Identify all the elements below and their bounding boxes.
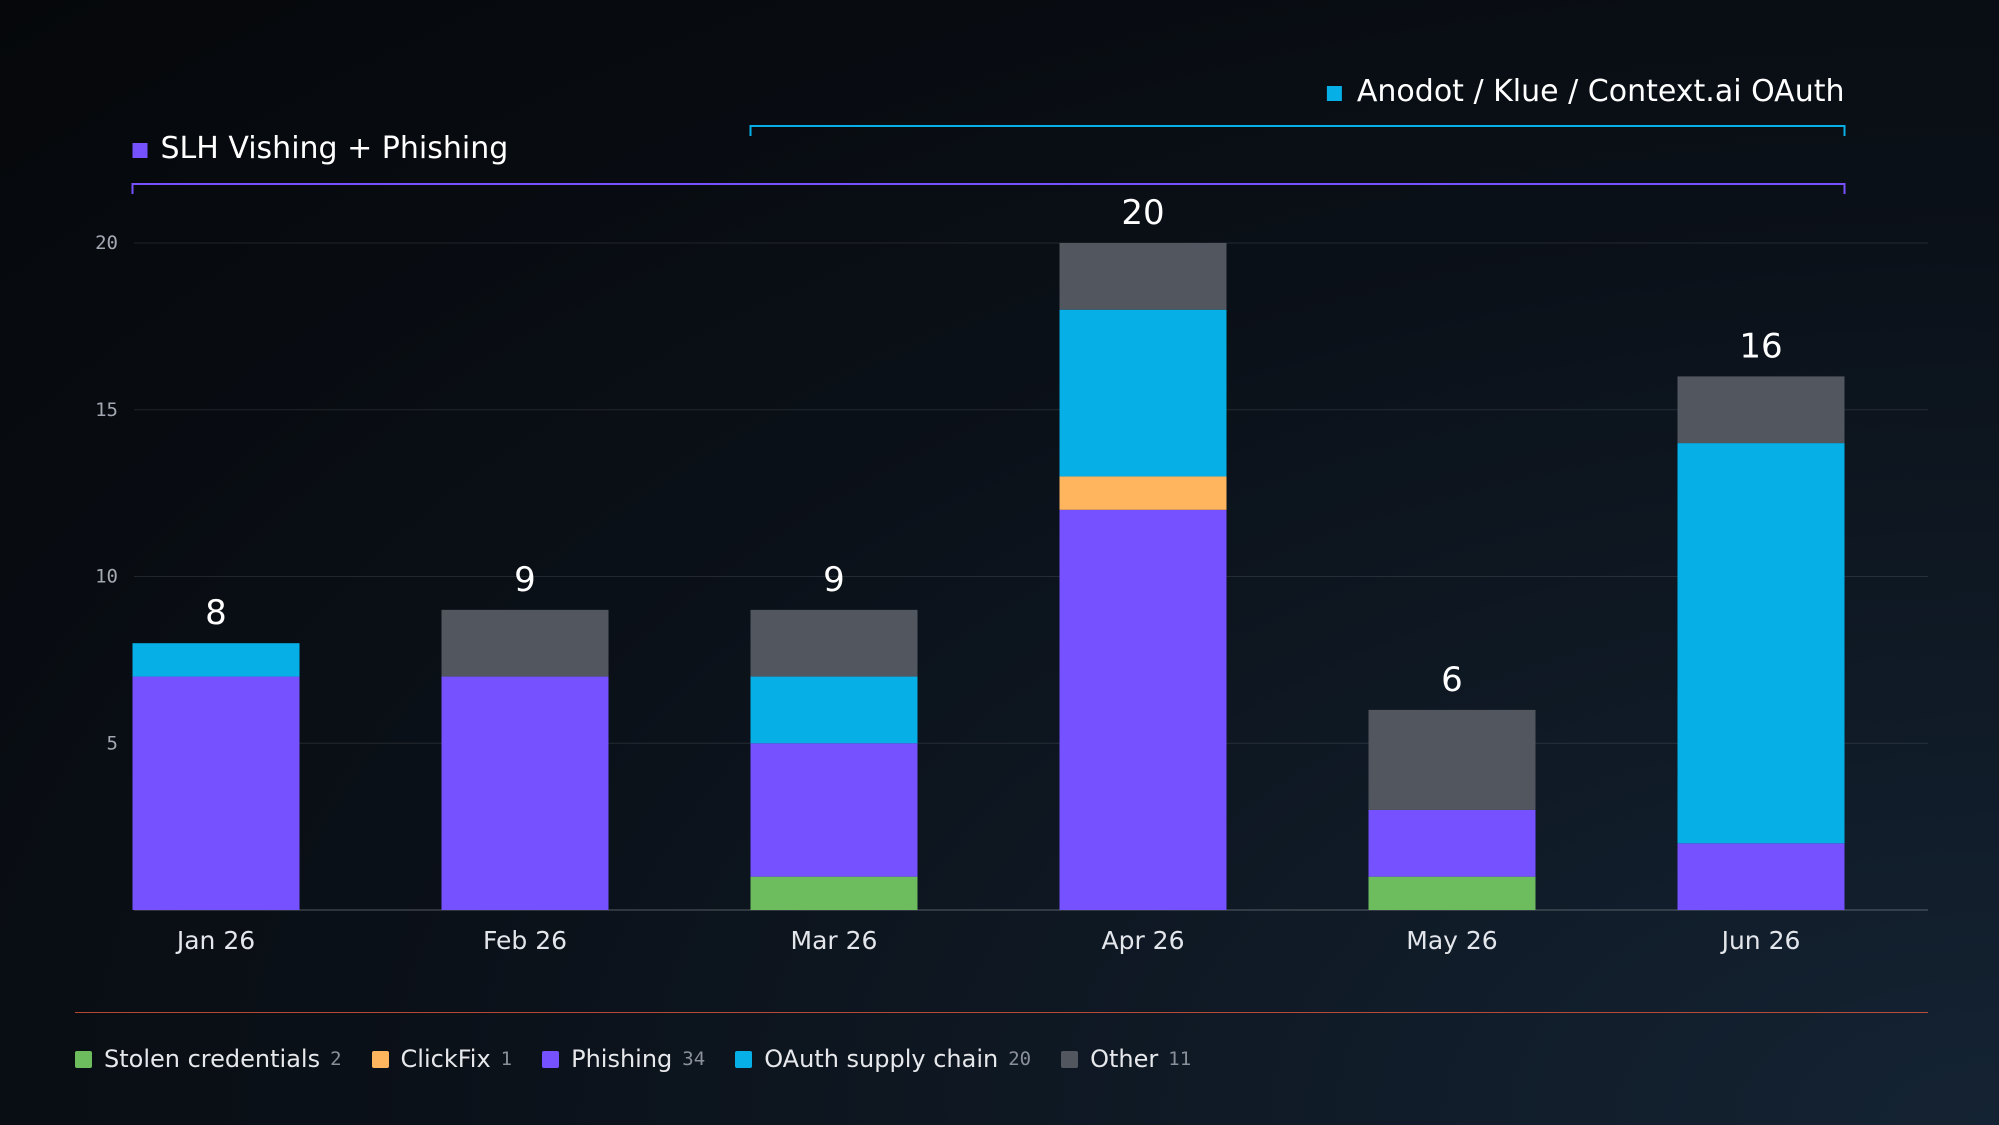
legend-item: Other 11 xyxy=(1061,1045,1191,1073)
legend-swatch xyxy=(75,1050,92,1068)
legend-item: Stolen credentials 2 xyxy=(75,1045,342,1073)
y-tick-label: 5 xyxy=(107,732,118,754)
bar-segment-oauth-supply-chain xyxy=(1059,309,1227,477)
annotation-bracket xyxy=(749,125,1846,136)
x-tick-label: Feb 26 xyxy=(483,926,567,955)
bar-segment-oauth-supply-chain xyxy=(132,643,300,677)
bar-segment-phishing xyxy=(132,676,300,910)
legend-label: Phishing xyxy=(571,1045,673,1073)
bar-total-label: 9 xyxy=(823,560,845,600)
x-tick-label: Apr 26 xyxy=(1101,926,1184,955)
bar-segment-clickfix xyxy=(1059,476,1227,510)
legend-label: ClickFix xyxy=(400,1045,491,1073)
bar-total-label: 20 xyxy=(1121,193,1164,233)
legend-divider xyxy=(75,1012,1928,1013)
legend-label: Other xyxy=(1090,1045,1159,1073)
chart-canvas: 5 10 15 20 8 Jan 26 9 Feb 26 9 Mar 26 20 Apr 26 6 May… xyxy=(95,74,1846,955)
x-tick-label: May 26 xyxy=(1406,926,1497,955)
legend-label: OAuth supply chain xyxy=(764,1045,999,1073)
legend-swatch xyxy=(542,1050,560,1068)
annotation-swatch xyxy=(1326,86,1342,101)
legend-label: Stolen credentials xyxy=(104,1045,321,1073)
bar-segment-other xyxy=(750,609,918,677)
bar-total-label: 6 xyxy=(1441,660,1463,700)
legend-item: Phishing 34 xyxy=(542,1045,705,1073)
annotation-label: Anodot / Klue / Context.ai OAuth xyxy=(1357,74,1845,109)
legend-count: 2 xyxy=(330,1048,342,1070)
bar-segment-other xyxy=(1677,376,1845,444)
bar-segment-other xyxy=(441,609,609,677)
legend-item: ClickFix 1 xyxy=(371,1045,513,1073)
annotation-bracket xyxy=(131,183,1846,194)
y-tick-label: 10 xyxy=(95,566,118,588)
bar-total-label: 8 xyxy=(205,593,227,633)
bar-total-label: 16 xyxy=(1739,326,1782,366)
legend-count: 34 xyxy=(682,1048,706,1070)
bar-segment-stolen-credentials xyxy=(1368,876,1536,910)
legend-count: 20 xyxy=(1008,1048,1032,1070)
bar-segment-phishing xyxy=(441,676,609,910)
bar-total-label: 9 xyxy=(514,560,536,600)
bar-segment-oauth-supply-chain xyxy=(750,676,918,744)
legend-swatch xyxy=(371,1050,389,1068)
legend-item: OAuth supply chain 20 xyxy=(735,1045,1031,1073)
bar-segment-phishing xyxy=(1059,509,1227,910)
legend-count: 1 xyxy=(500,1048,513,1070)
x-tick-label: Jun 26 xyxy=(1720,926,1801,955)
bar-segment-phishing xyxy=(1368,809,1536,877)
bar-segment-oauth-supply-chain xyxy=(1677,443,1845,844)
bar-segment-stolen-credentials xyxy=(750,876,918,910)
annotation-label: SLH Vishing + Phishing xyxy=(161,131,509,166)
legend-swatch xyxy=(735,1050,753,1068)
bar-segment-phishing xyxy=(750,743,918,877)
bar-segment-other xyxy=(1059,243,1227,310)
annotation-swatch xyxy=(132,143,148,158)
y-tick-label: 20 xyxy=(95,232,118,254)
bar-segment-phishing xyxy=(1677,843,1845,910)
legend-count: 11 xyxy=(1168,1048,1192,1070)
bar-segment-other xyxy=(1368,709,1536,810)
legend: Stolen credentials 2 ClickFix 1 Phishing 34 OA… xyxy=(75,1043,1191,1075)
x-tick-label: Jan 26 xyxy=(175,926,255,955)
x-tick-label: Mar 26 xyxy=(791,926,878,955)
legend-swatch xyxy=(1061,1050,1079,1068)
y-tick-label: 15 xyxy=(95,399,118,421)
